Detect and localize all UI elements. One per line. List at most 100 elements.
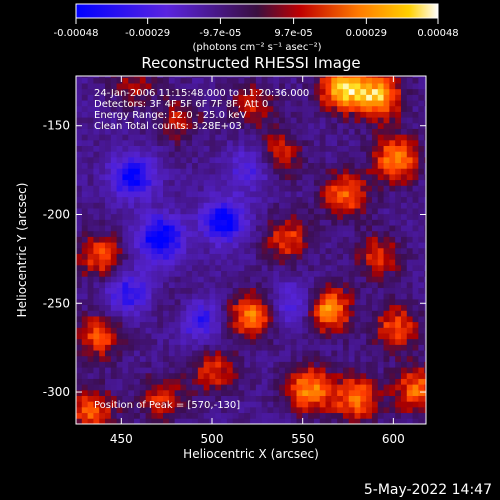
heatmap-cell [105,105,112,112]
heatmap-cell [174,281,181,289]
heatmap-cell [261,406,268,414]
heatmap-cell [325,117,332,124]
heatmap-cell [116,259,123,266]
heatmap-cell [99,185,106,192]
heatmap-cell [209,185,216,192]
heatmap-cell [209,361,216,368]
heatmap-cell [313,338,321,345]
heatmap-cell [145,168,152,175]
heatmap-cell [76,412,83,419]
heatmap-cell [209,253,216,260]
heatmap-cell [157,281,164,289]
heatmap-cell [366,350,373,357]
heatmap-cell [319,242,326,249]
heatmap-cell [360,333,367,340]
heatmap-cell [377,384,384,391]
heatmap-cell [255,134,263,141]
heatmap-cell [139,168,147,175]
heatmap-cell [250,134,257,141]
heatmap-cell [122,236,129,243]
heatmap-cell [105,179,112,186]
heatmap-cell [197,191,205,198]
heatmap-cell [221,293,228,300]
heatmap-cell [377,230,384,237]
heatmap-cell [296,304,303,311]
heatmap-cell [215,122,222,129]
heatmap-cell [383,179,390,186]
heatmap-cell [400,293,408,300]
heatmap-cell [232,293,239,300]
heatmap-cell [151,122,158,129]
heatmap-cell [81,270,88,277]
heatmap-cell [163,355,170,362]
heatmap-cell [395,412,402,419]
heatmap-cell [139,83,147,90]
heatmap-cell [331,264,338,271]
heatmap-cell [145,208,152,215]
heatmap-cell [412,77,419,84]
heatmap-cell [366,333,373,340]
heatmap-cell [261,264,268,271]
heatmap-cell [406,384,413,391]
heatmap-cell [105,134,112,141]
heatmap-cell [250,156,257,164]
heatmap-cell [354,401,361,408]
heatmap-cell [122,145,129,152]
heatmap-cell [186,111,193,118]
heatmap-cell [151,83,158,90]
heatmap-cell [226,270,234,277]
heatmap-cell [313,367,321,374]
heatmap-cell [209,321,216,328]
colorbar-tick-label: 9.7e-05 [274,28,312,39]
heatmap-cell [261,253,268,260]
heatmap-cell [342,395,350,402]
heatmap-cell [319,293,326,300]
heatmap-cell [87,367,94,374]
heatmap-cell [424,287,426,294]
heatmap-cell [139,225,147,232]
heatmap-cell [163,253,170,260]
heatmap-cell [360,77,367,84]
heatmap-cell [342,208,350,215]
heatmap-cell [302,264,309,271]
heatmap-cell [302,83,309,90]
heatmap-cell [134,372,141,379]
heatmap-cell [128,94,135,101]
heatmap-cell [186,77,193,84]
heatmap-cell [110,310,118,317]
heatmap-cell [232,264,239,271]
heatmap-cell [371,259,379,266]
heatmap-cell [244,208,251,215]
heatmap-cell [128,242,135,249]
heatmap-cell [93,139,100,146]
heatmap-cell [244,350,251,357]
heatmap-cell [221,281,228,289]
heatmap-cell [273,247,280,254]
heatmap-cell [342,225,350,232]
heatmap-cell [389,162,396,169]
heatmap-cell [99,247,106,254]
heatmap-cell [168,134,176,141]
heatmap-cell [186,225,193,232]
heatmap-cell [197,299,205,306]
heatmap-cell [168,384,176,391]
heatmap-cell [400,191,408,198]
heatmap-cell [157,225,164,232]
heatmap-cell [296,293,303,300]
heatmap-cell [226,156,234,164]
heatmap-cell [93,395,100,402]
heatmap-cell [296,145,303,152]
heatmap-cell [163,174,170,181]
heatmap-cell [168,168,176,175]
heatmap-cell [424,94,426,101]
heatmap-cell [192,384,199,391]
heatmap-cell [226,236,234,243]
heatmap-cell [226,168,234,175]
heatmap-cell [296,372,303,379]
y-tick-label: -300 [43,385,70,399]
heatmap-cell [302,310,309,317]
heatmap-cell [424,395,426,402]
heatmap-cell [302,406,309,414]
heatmap-cell [99,122,106,129]
heatmap-cell [290,134,297,141]
